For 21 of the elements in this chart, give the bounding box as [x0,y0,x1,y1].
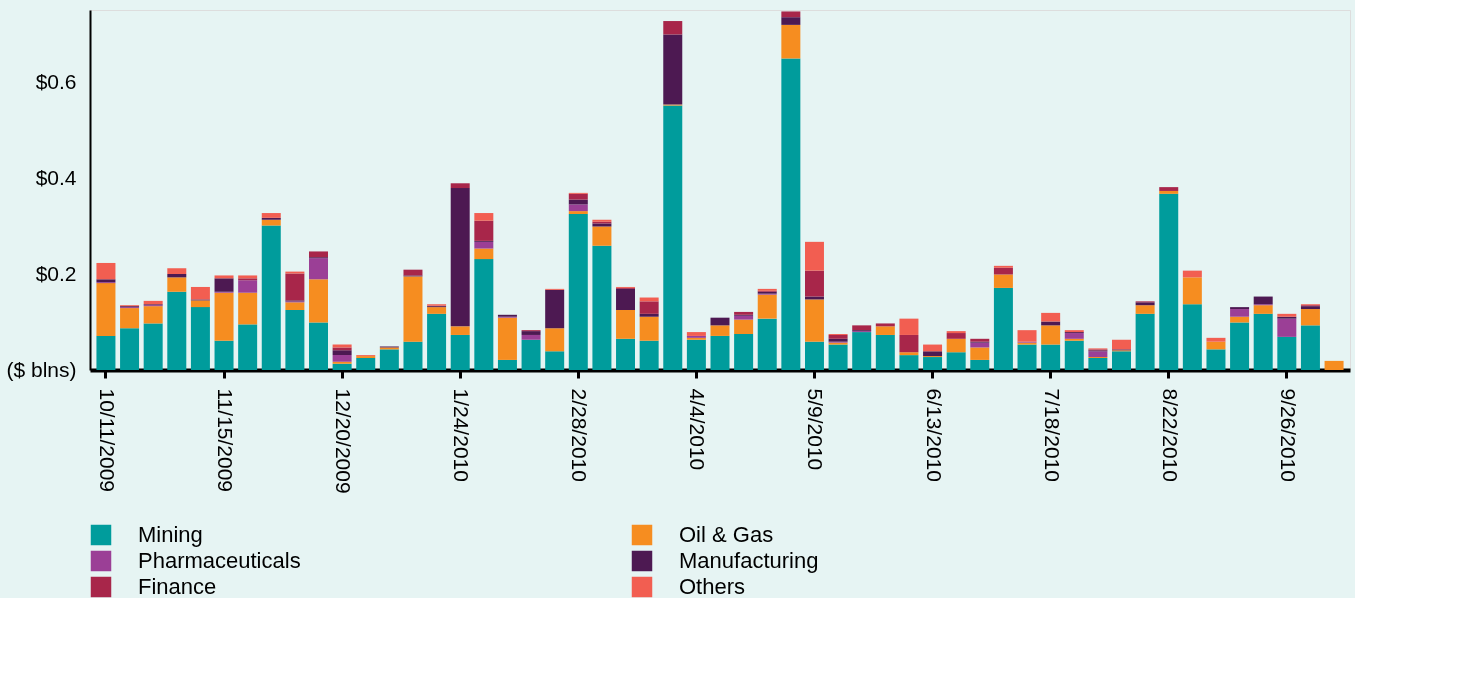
x-tick-label: 11/15/2009 [214,388,238,493]
legend-label: Finance [138,574,217,599]
x-tick-label: 7/18/2010 [1040,388,1064,482]
legend-label: Oil & Gas [679,522,774,547]
legend-label: Manufacturing [679,548,819,573]
y-tick-label: $0.6 [35,69,77,93]
x-tick-label: 12/20/2009 [332,388,356,494]
legend-label: Mining [138,522,203,547]
x-tick-label: 6/13/2010 [922,388,946,482]
x-tick-label: 10/11/2009 [95,388,119,493]
x-tick-label: 4/4/2010 [686,388,710,471]
x-tick-label: 5/9/2010 [804,388,828,471]
legend-label: Others [679,574,746,599]
y-tick-label: $0.4 [35,165,77,189]
legend-label: Pharmaceuticals [138,548,301,573]
x-tick-label: 2/28/2010 [568,388,592,482]
x-tick-label: 8/22/2010 [1158,388,1182,482]
x-tick-label: 1/24/2010 [450,388,474,482]
y-tick-label: ($ blns) [6,357,77,381]
x-tick-label: 9/26/2010 [1276,388,1300,482]
y-tick-label: $0.2 [35,261,77,285]
